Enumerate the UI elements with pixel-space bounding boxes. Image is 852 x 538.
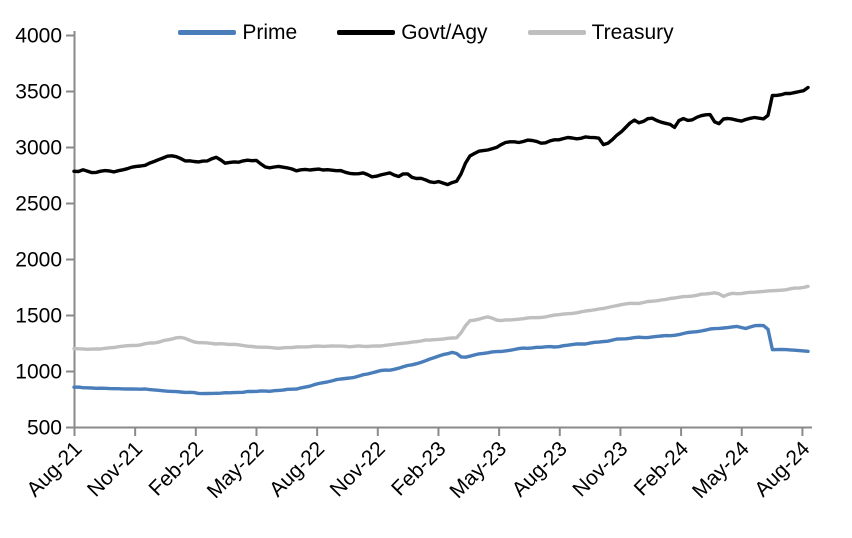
x-tick-label: Aug-23 bbox=[508, 437, 572, 501]
x-tick-label: May-23 bbox=[445, 437, 511, 503]
x-tick-label: Nov-23 bbox=[568, 437, 632, 501]
x-tick-label: Feb-24 bbox=[630, 437, 694, 501]
y-tick-label: 500 bbox=[27, 417, 62, 440]
y-tick-label: 3000 bbox=[15, 137, 62, 160]
y-tick-label: 4000 bbox=[15, 25, 62, 48]
chart-legend: Prime Govt/Agy Treasury bbox=[0, 22, 852, 43]
legend-label-treasury: Treasury bbox=[591, 21, 674, 44]
series-line-prime bbox=[72, 323, 810, 396]
y-tick-label: 2000 bbox=[15, 249, 62, 272]
series-line-treasury bbox=[72, 284, 810, 351]
y-tick-label: 1000 bbox=[15, 361, 62, 384]
series-line-govt-agy bbox=[72, 85, 810, 187]
legend-item-govt-agy: Govt/Agy bbox=[337, 21, 488, 44]
y-tick-label: 2500 bbox=[15, 193, 62, 216]
x-tick-label: Feb-23 bbox=[387, 437, 450, 500]
x-tick-label: Feb-22 bbox=[145, 437, 208, 500]
legend-label-govt-agy: Govt/Agy bbox=[401, 21, 488, 44]
prime-line-swatch-icon bbox=[178, 30, 237, 35]
x-tick-label: May-24 bbox=[688, 437, 754, 503]
x-tick-label: Aug-22 bbox=[265, 437, 329, 501]
y-tick-label: 1500 bbox=[15, 305, 62, 328]
x-tick-label: May-22 bbox=[203, 437, 269, 503]
legend-item-treasury: Treasury bbox=[527, 21, 674, 44]
x-tick-label: Nov-21 bbox=[83, 437, 147, 501]
treasury-line-swatch-icon bbox=[527, 30, 586, 35]
legend-item-prime: Prime bbox=[178, 22, 297, 43]
legend-label-prime: Prime bbox=[242, 21, 298, 44]
govt-agy-line-swatch-icon bbox=[337, 30, 396, 35]
x-tick-label: Nov-22 bbox=[326, 437, 390, 501]
y-tick-label: 3500 bbox=[15, 81, 62, 104]
x-tick-label: Aug-24 bbox=[750, 437, 814, 501]
x-tick-label: Aug-21 bbox=[22, 437, 86, 501]
